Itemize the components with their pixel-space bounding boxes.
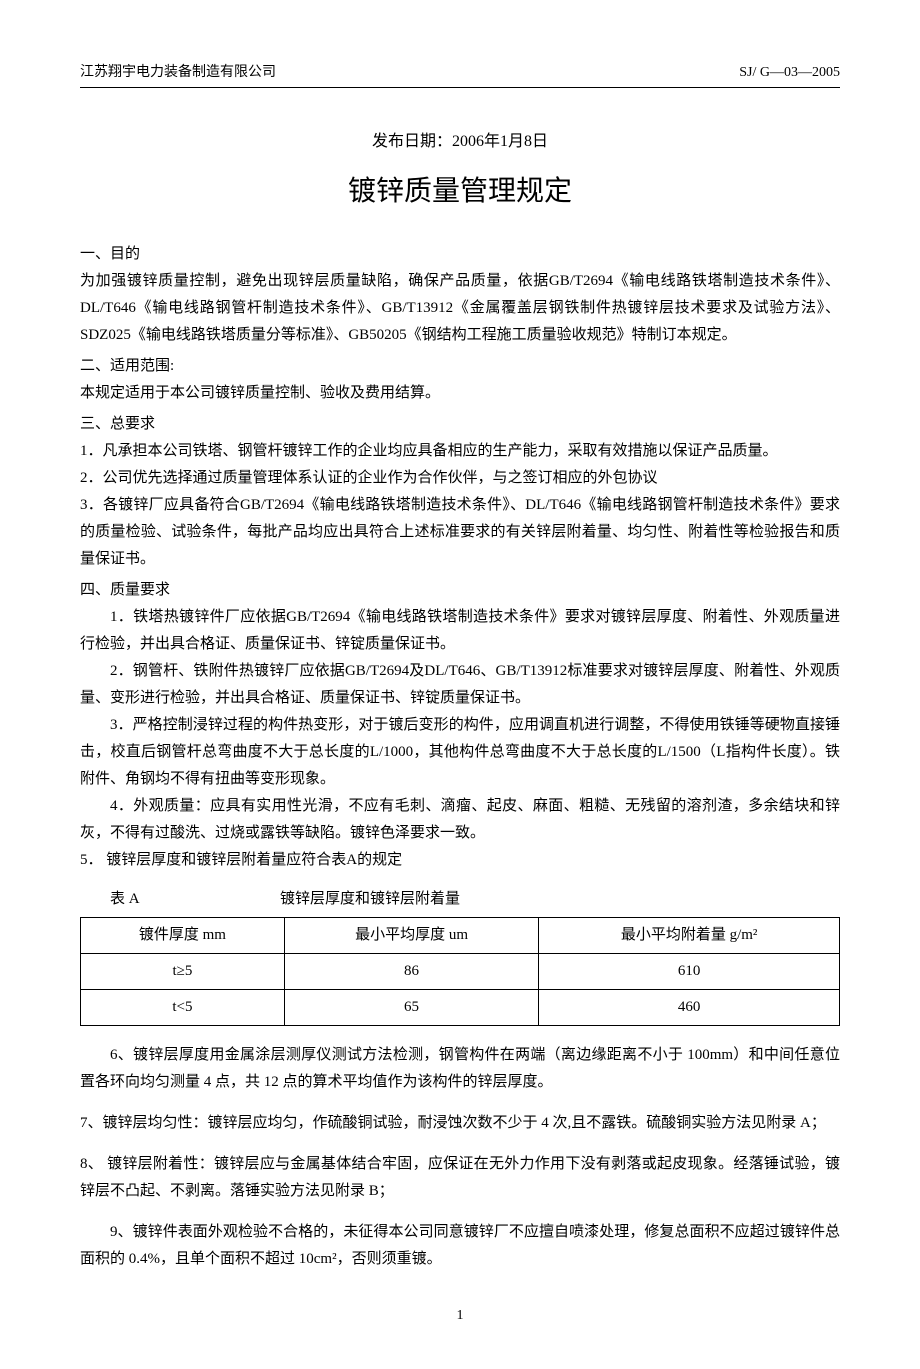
page-header: 江苏翔宇电力装备制造有限公司 SJ/ G—03—2005 [80, 60, 840, 88]
section-4-p3: 3．严格控制浸锌过程的构件热变形，对于镀后变形的构件，应用调直机进行调整，不得使… [80, 712, 840, 793]
header-doc-code: SJ/ G—03—2005 [739, 60, 840, 85]
table-row: t<5 65 460 [81, 990, 840, 1026]
section-3-p3: 3．各镀锌厂应具备符合GB/T2694《输电线路铁塔制造技术条件》、DL/T64… [80, 492, 840, 573]
section-2-body: 本规定适用于本公司镀锌质量控制、验收及费用结算。 [80, 380, 840, 407]
section-4-p6: 6、镀锌层厚度用金属涂层测厚仪测试方法检测，钢管构件在两端（离边缘距离不小于 1… [80, 1042, 840, 1096]
header-company: 江苏翔宇电力装备制造有限公司 [80, 60, 276, 85]
section-1-title: 一、目的 [80, 241, 840, 268]
document-title: 镀锌质量管理规定 [80, 167, 840, 217]
publish-date: 发布日期：2006年1月8日 [80, 128, 840, 157]
table-row: t≥5 86 610 [81, 954, 840, 990]
section-4-p4: 4．外观质量：应具有实用性光滑，不应有毛刺、滴瘤、起皮、麻面、粗糙、无残留的溶剂… [80, 793, 840, 847]
table-cell: 610 [539, 954, 840, 990]
table-col-1: 镀件厚度 mm [81, 918, 285, 954]
table-cell: t<5 [81, 990, 285, 1026]
table-cell: 65 [284, 990, 538, 1026]
table-col-3: 最小平均附着量 g/m² [539, 918, 840, 954]
table-a: 镀件厚度 mm 最小平均厚度 um 最小平均附着量 g/m² t≥5 86 61… [80, 917, 840, 1026]
section-2-title: 二、适用范围: [80, 353, 840, 380]
table-caption-label: 表 A [80, 886, 220, 913]
table-cell: 460 [539, 990, 840, 1026]
table-header-row: 镀件厚度 mm 最小平均厚度 um 最小平均附着量 g/m² [81, 918, 840, 954]
table-cell: t≥5 [81, 954, 285, 990]
table-caption: 表 A 镀锌层厚度和镀锌层附着量 [80, 886, 840, 913]
table-col-2: 最小平均厚度 um [284, 918, 538, 954]
section-4-p1: 1．铁塔热镀锌件厂应依据GB/T2694《输电线路铁塔制造技术条件》要求对镀锌层… [80, 604, 840, 658]
section-4-title: 四、质量要求 [80, 577, 840, 604]
table-caption-title: 镀锌层厚度和镀锌层附着量 [220, 886, 840, 913]
section-4-p5: 5． 镀锌层厚度和镀锌层附着量应符合表A的规定 [80, 847, 840, 874]
section-3-p1: 1．凡承担本公司铁塔、钢管杆镀锌工作的企业均应具备相应的生产能力，采取有效措施以… [80, 438, 840, 465]
section-4-p7: 7、镀锌层均匀性：镀锌层应均匀，作硫酸铜试验，耐浸蚀次数不少于 4 次,且不露铁… [80, 1110, 840, 1137]
section-1-body: 为加强镀锌质量控制，避免出现锌层质量缺陷，确保产品质量，依据GB/T2694《输… [80, 268, 840, 349]
section-3-title: 三、总要求 [80, 411, 840, 438]
section-4-p8: 8、 镀锌层附着性：镀锌层应与金属基体结合牢固，应保证在无外力作用下没有剥落或起… [80, 1151, 840, 1205]
section-4-p2: 2．钢管杆、铁附件热镀锌厂应依据GB/T2694及DL/T646、GB/T139… [80, 658, 840, 712]
section-3-p2: 2．公司优先选择通过质量管理体系认证的企业作为合作伙伴，与之签订相应的外包协议 [80, 465, 840, 492]
table-cell: 86 [284, 954, 538, 990]
page-number: 1 [80, 1303, 840, 1328]
section-4-p9: 9、镀锌件表面外观检验不合格的，未征得本公司同意镀锌厂不应擅自喷漆处理，修复总面… [80, 1219, 840, 1273]
